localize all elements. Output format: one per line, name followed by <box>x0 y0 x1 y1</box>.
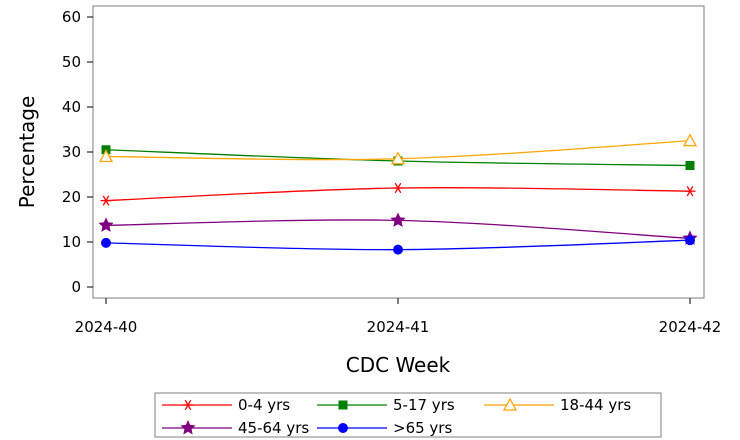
x-tick-label: 2024-42 <box>659 318 722 336</box>
y-tick-label: 50 <box>62 53 81 71</box>
data-point <box>98 217 114 232</box>
series-group <box>98 133 698 255</box>
legend-label: 45-64 yrs <box>238 419 309 437</box>
legend-item: 18-44 yrs <box>484 396 631 414</box>
y-axis-label: Percentage <box>15 96 39 209</box>
legend-item: 5-17 yrs <box>317 396 455 414</box>
data-point <box>390 151 406 165</box>
data-point <box>685 235 695 246</box>
data-point <box>393 244 403 255</box>
y-tick-label: 0 <box>71 278 81 296</box>
data-point <box>101 237 111 248</box>
x-tick-label: 2024-41 <box>367 318 430 336</box>
legend-marker <box>338 400 348 410</box>
data-point <box>390 212 406 227</box>
series-45-64-yrs <box>98 212 698 245</box>
y-tick-label: 10 <box>62 233 81 251</box>
data-point <box>685 161 695 170</box>
x-tick-label: 2024-40 <box>75 318 138 336</box>
legend-marker <box>338 423 348 433</box>
legend-box <box>154 392 662 438</box>
x-axis-label: CDC Week <box>346 353 451 377</box>
series-65-yrs <box>101 235 695 255</box>
y-tick-label: 20 <box>62 188 81 206</box>
legend-item: 0-4 yrs <box>162 396 290 414</box>
legend-label: 5-17 yrs <box>393 396 455 414</box>
data-point <box>392 182 404 194</box>
series-0-4-yrs <box>100 182 696 206</box>
legend-label: 18-44 yrs <box>560 396 631 414</box>
legend: 0-4 yrs 5-17 yrs 18-44 yrs 45-64 yrs >65 yrs <box>162 396 631 437</box>
legend-item: >65 yrs <box>317 419 452 437</box>
series-line <box>105 187 691 202</box>
legend-marker <box>502 397 518 411</box>
y-tick-label: 30 <box>62 143 81 161</box>
data-point <box>98 149 114 163</box>
legend-label: >65 yrs <box>393 419 452 437</box>
legend-label: 0-4 yrs <box>238 396 290 414</box>
legend-marker <box>180 420 196 435</box>
legend-marker <box>182 399 194 411</box>
series-18-44-yrs <box>98 133 698 165</box>
legend-item: 45-64 yrs <box>162 419 309 437</box>
y-tick-label: 60 <box>62 8 81 26</box>
data-point <box>100 195 112 206</box>
y-tick-label: 40 <box>62 98 81 116</box>
data-point <box>682 133 698 147</box>
data-point <box>684 186 696 197</box>
axes: 0 10 20 30 40 50 60 2024-40 2024-41 2024-42 <box>62 8 721 336</box>
